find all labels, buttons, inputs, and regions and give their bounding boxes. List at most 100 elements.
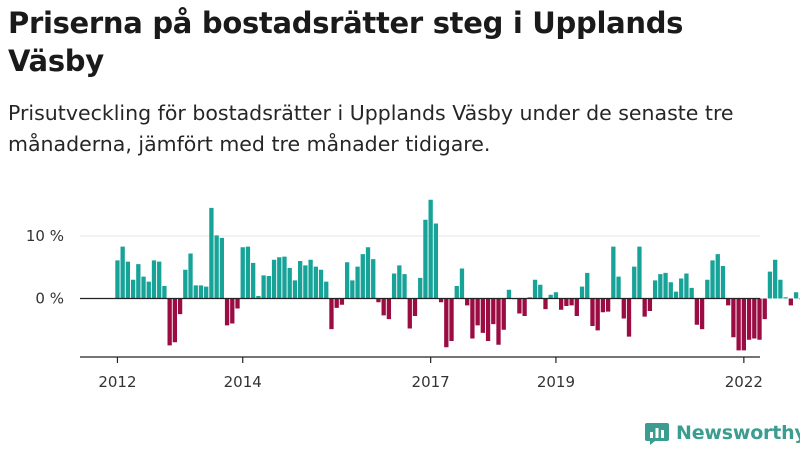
bar — [407, 298, 412, 329]
bar — [355, 266, 360, 299]
bar — [183, 269, 188, 299]
axes — [80, 297, 760, 363]
bar — [679, 278, 684, 299]
bar — [559, 298, 564, 310]
bar — [543, 298, 548, 310]
bar — [136, 264, 141, 299]
bar — [595, 298, 600, 331]
bar — [235, 298, 240, 309]
bar — [752, 298, 757, 339]
bar — [496, 298, 501, 345]
bar — [616, 276, 621, 299]
chart-title: Priserna på bostadsrätter steg i Uppland… — [8, 6, 684, 78]
bar — [637, 246, 642, 299]
bar — [172, 298, 178, 343]
bar — [214, 235, 219, 299]
bar — [125, 261, 131, 299]
bar — [329, 298, 334, 330]
bar — [198, 285, 204, 299]
x-tick-label: 2014 — [224, 373, 262, 391]
bar — [710, 260, 715, 299]
bar — [240, 247, 245, 299]
bar — [282, 256, 287, 299]
bar — [652, 280, 658, 299]
bar — [266, 276, 271, 299]
bar — [532, 279, 538, 299]
bar — [470, 298, 475, 339]
bar — [731, 298, 736, 338]
x-tick-label: 2019 — [537, 373, 575, 391]
bar — [705, 279, 710, 299]
bar — [746, 298, 752, 340]
bar — [308, 259, 313, 299]
bar — [162, 286, 167, 299]
bar — [778, 279, 783, 299]
x-tick-label: 2012 — [98, 373, 136, 391]
bar — [151, 260, 157, 299]
bar — [251, 262, 256, 299]
bar — [621, 298, 626, 319]
bar — [334, 298, 339, 308]
bar — [762, 298, 767, 320]
bar — [433, 223, 439, 299]
bar — [188, 253, 193, 299]
bar — [689, 287, 694, 299]
bar — [423, 219, 428, 299]
bar — [428, 199, 433, 299]
bar — [694, 298, 700, 325]
bar — [371, 259, 376, 299]
bar — [663, 272, 668, 299]
bar — [506, 289, 512, 299]
bar — [360, 254, 365, 299]
bar — [793, 292, 799, 299]
bar — [538, 284, 543, 299]
bar — [177, 298, 183, 315]
bar — [204, 286, 209, 299]
tick-labels: 10 %0 %2012201420172019202220242 % — [26, 227, 763, 391]
bar — [444, 298, 449, 348]
bar — [412, 298, 418, 316]
bar — [397, 265, 402, 299]
bar — [277, 257, 282, 299]
bar — [344, 262, 350, 299]
bar — [298, 261, 303, 299]
bar — [553, 292, 559, 299]
bar — [209, 207, 214, 299]
bar — [673, 291, 679, 299]
y-tick-label: 10 % — [26, 227, 64, 245]
bar — [449, 298, 454, 341]
bar — [391, 273, 397, 299]
bar — [611, 246, 616, 299]
bar — [376, 298, 381, 303]
bar — [715, 254, 720, 299]
bar — [224, 298, 230, 326]
bar — [788, 298, 793, 306]
bar — [271, 259, 277, 299]
bar — [569, 298, 574, 306]
newsworthy-brand: Newsworthy — [644, 419, 800, 447]
bar — [564, 298, 569, 306]
bar — [120, 246, 125, 299]
bar — [480, 298, 485, 333]
bar — [386, 298, 392, 320]
bar — [230, 298, 235, 324]
bar — [287, 267, 292, 299]
bar — [600, 298, 606, 313]
bar — [402, 274, 407, 299]
bar — [626, 298, 632, 337]
bar — [475, 298, 480, 326]
bar — [684, 273, 689, 299]
bar — [574, 298, 579, 316]
bar — [522, 298, 527, 316]
bar — [381, 298, 386, 316]
bar — [757, 298, 762, 340]
bar — [736, 298, 741, 351]
bar — [668, 282, 673, 299]
bar — [454, 286, 459, 299]
bar — [783, 297, 788, 299]
bar — [157, 261, 162, 299]
brand-name: Newsworthy — [676, 422, 800, 444]
bar — [491, 298, 496, 325]
chart-subtitle: Prisutveckling för bostadsrätter i Uppla… — [8, 101, 734, 156]
